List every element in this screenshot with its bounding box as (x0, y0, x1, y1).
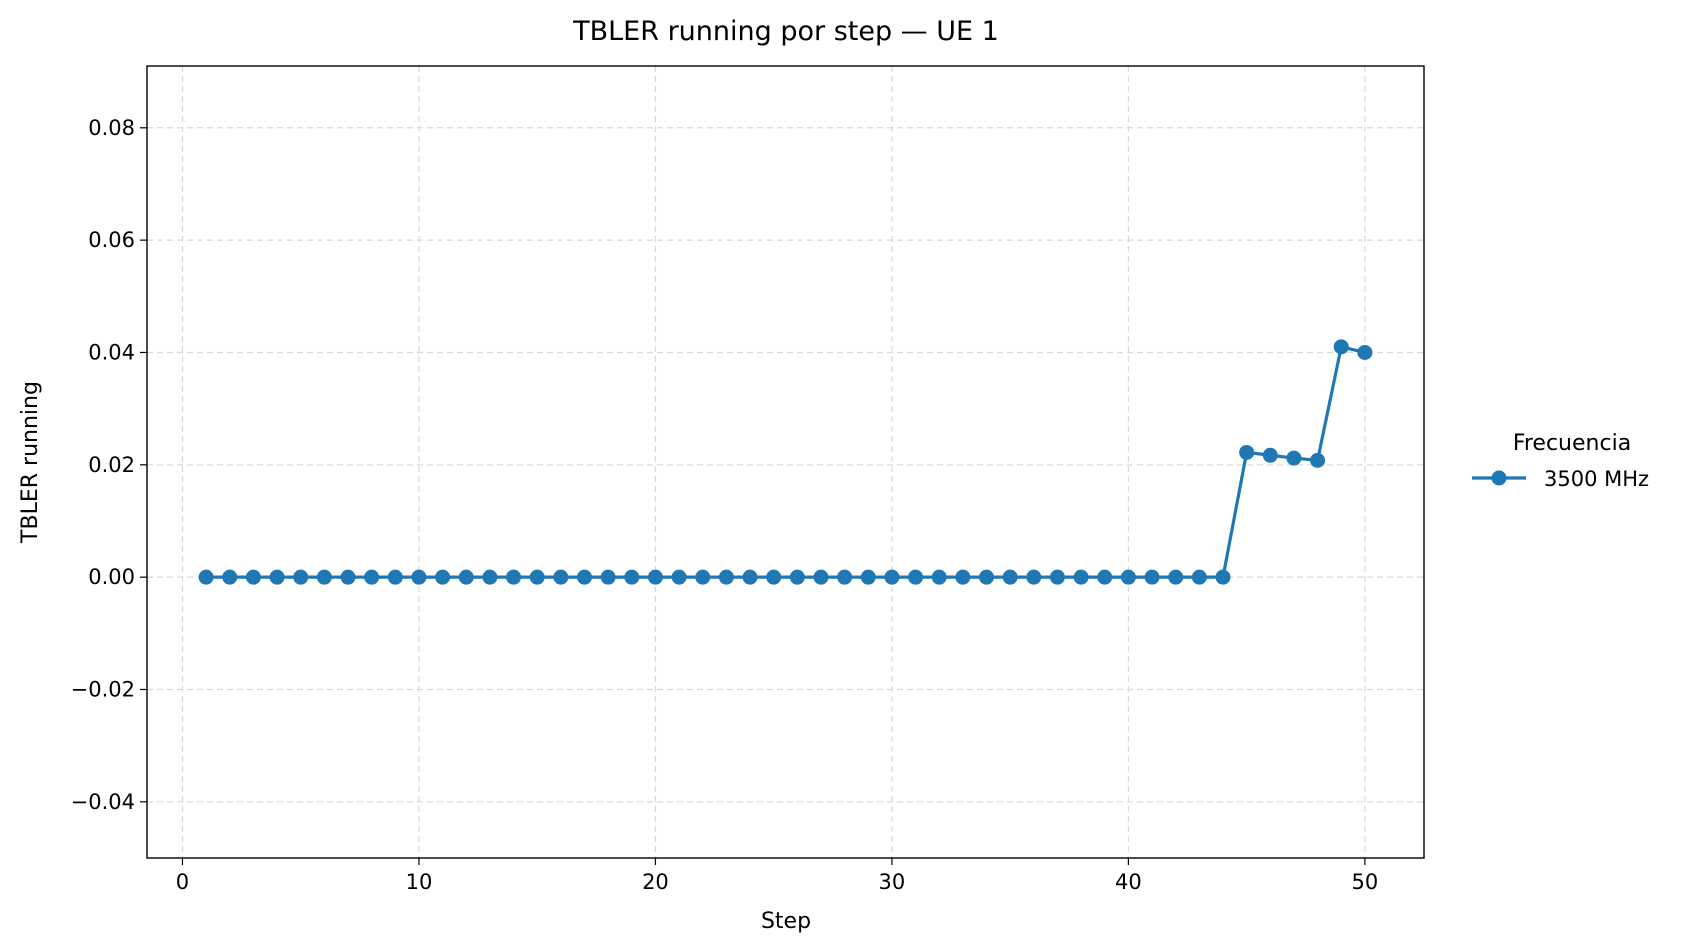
data-point (1286, 450, 1302, 466)
legend-marker-swatch (1491, 470, 1507, 486)
data-point (364, 569, 380, 585)
data-point (1144, 569, 1160, 585)
data-point (860, 569, 876, 585)
legend-label: 3500 MHz (1544, 467, 1649, 491)
y-tick-label: 0.04 (88, 340, 135, 364)
y-tick-label: 0.06 (88, 228, 135, 252)
data-point (482, 569, 498, 585)
x-tick-label: 50 (1352, 870, 1379, 894)
data-point (222, 569, 238, 585)
legend: Frecuencia 3500 MHz (1472, 431, 1649, 491)
plot-frame (146, 65, 1425, 859)
data-point (647, 569, 663, 585)
x-axis-label: Step (761, 909, 811, 934)
y-tick-label: −0.02 (71, 677, 135, 701)
data-point (529, 569, 545, 585)
data-point (316, 569, 332, 585)
data-point (340, 569, 356, 585)
x-tick-label: 10 (406, 870, 433, 894)
data-point (245, 569, 261, 585)
y-tick-label: −0.04 (71, 790, 135, 814)
data-point (198, 569, 214, 585)
data-point (1002, 569, 1018, 585)
data-point (813, 569, 829, 585)
legend-title: Frecuencia (1513, 431, 1631, 456)
data-point (1215, 569, 1231, 585)
data-point (435, 569, 451, 585)
x-tick-label: 40 (1115, 870, 1142, 894)
x-tick-label: 30 (879, 870, 906, 894)
series-layer (198, 339, 1373, 585)
data-point (718, 569, 734, 585)
data-point (458, 569, 474, 585)
data-point (1120, 569, 1136, 585)
data-point (269, 569, 285, 585)
x-tick-label: 20 (642, 870, 669, 894)
data-point (1026, 569, 1042, 585)
data-point (1097, 569, 1113, 585)
data-point (789, 569, 805, 585)
data-point (884, 569, 900, 585)
y-axis: −0.04 −0.02 0.00 0.02 0.04 0.06 0.08 (71, 116, 147, 814)
data-point (387, 569, 403, 585)
data-point (411, 569, 427, 585)
data-point (1310, 452, 1326, 468)
data-point (600, 569, 616, 585)
data-point (506, 569, 522, 585)
data-point (293, 569, 309, 585)
grid-lines (147, 66, 1424, 858)
data-point (979, 569, 995, 585)
x-axis: 0 10 20 30 40 50 (176, 858, 1378, 894)
data-point (908, 569, 924, 585)
data-point (695, 569, 711, 585)
data-point (1333, 339, 1349, 355)
data-point (1239, 444, 1255, 460)
data-point (766, 569, 782, 585)
y-tick-label: 0.08 (88, 116, 135, 140)
x-tick-label: 0 (176, 870, 189, 894)
data-point (1191, 569, 1207, 585)
data-point (1168, 569, 1184, 585)
data-point (624, 569, 640, 585)
data-point (553, 569, 569, 585)
y-axis-label: TBLER running (18, 381, 43, 544)
data-point (1073, 569, 1089, 585)
data-point (931, 569, 947, 585)
data-point (1262, 447, 1278, 463)
data-point (671, 569, 687, 585)
data-point (742, 569, 758, 585)
data-point (576, 569, 592, 585)
data-point (1357, 344, 1373, 360)
chart-title: TBLER running por step — UE 1 (572, 16, 999, 47)
data-point (1049, 569, 1065, 585)
data-point (955, 569, 971, 585)
data-point (837, 569, 853, 585)
y-tick-label: 0.02 (88, 453, 135, 477)
y-tick-label: 0.00 (88, 565, 135, 589)
